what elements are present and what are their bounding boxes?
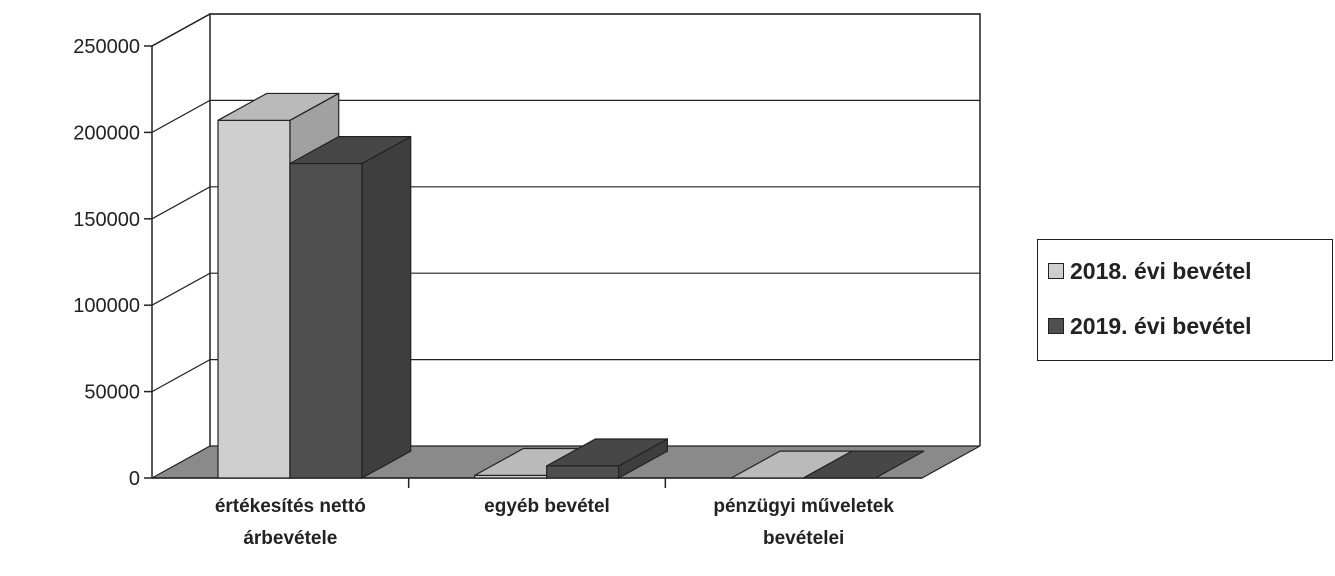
y-tick-label: 50000: [84, 382, 140, 404]
chart-legend: 2018. évi bevétel 2019. évi bevétel: [1037, 239, 1333, 361]
gridline: [151, 359, 980, 393]
gridline: [151, 13, 980, 47]
legend-label-2019: 2019. évi bevétel: [1070, 312, 1252, 339]
x-category-label: árbevétele: [243, 528, 337, 549]
legend-item-2019: 2019. évi bevétel: [1048, 306, 1252, 346]
y-tick-label: 100000: [73, 295, 140, 317]
legend-item-2018: 2018. évi bevétel: [1048, 251, 1252, 291]
legend-swatch-2018: [1048, 263, 1064, 279]
gridline: [151, 186, 980, 220]
bar-top: [217, 92, 340, 121]
x-category-label: értékesítés nettó: [215, 496, 366, 517]
bar-top: [803, 450, 925, 479]
gridline: [151, 99, 980, 133]
y-tick-label: 200000: [73, 122, 140, 144]
bar-top: [546, 438, 668, 467]
bar-front: [546, 465, 620, 479]
bar-front: [217, 119, 291, 479]
legend-label-2018: 2018. évi bevétel: [1070, 257, 1252, 284]
bar-front: [289, 162, 363, 479]
y-tick-label: 0: [129, 468, 140, 490]
x-category-label: pénzügyi műveletek: [713, 496, 894, 517]
x-category-label: egyéb bevétel: [484, 496, 610, 517]
bar-side: [361, 135, 412, 480]
y-tick-label: 250000: [73, 36, 140, 58]
y-tick-label: 150000: [73, 209, 140, 231]
x-category-label: bevételei: [763, 528, 844, 549]
gridline: [151, 272, 980, 306]
bar-top: [289, 136, 412, 165]
legend-swatch-2019: [1048, 318, 1064, 334]
